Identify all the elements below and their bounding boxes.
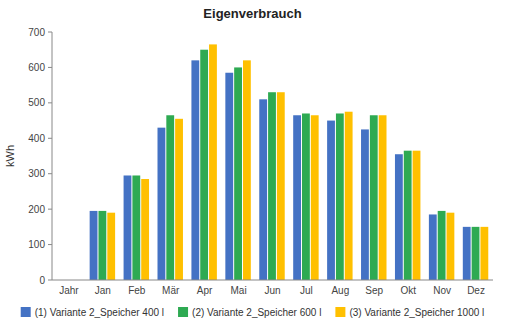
bar	[132, 175, 140, 280]
y-tick-label: 300	[28, 168, 45, 179]
bar	[98, 211, 106, 280]
y-tick	[48, 67, 52, 68]
bar	[413, 151, 421, 280]
bar	[361, 129, 369, 280]
bar	[209, 44, 217, 280]
bar	[404, 151, 412, 280]
x-tick-label: Nov	[433, 285, 451, 296]
y-tick-label: 200	[28, 204, 45, 215]
bar	[234, 67, 242, 280]
y-tick	[48, 244, 52, 245]
legend-label: (2) Variante 2_Speicher 600 l	[192, 307, 321, 318]
series	[90, 60, 471, 280]
page: {"chart_data": { "type": "bar", "title":…	[0, 0, 505, 329]
bar	[327, 121, 335, 280]
bar	[438, 211, 446, 280]
bar	[124, 175, 132, 280]
y-axis: 0 100 200 300 400 500 600 700	[28, 27, 52, 286]
bar	[302, 113, 310, 280]
legend-item: (3) Variante 2_Speicher 1000 l	[335, 307, 484, 318]
x-tick-label: Jahr	[59, 285, 79, 296]
bar	[225, 73, 233, 280]
y-tick	[48, 173, 52, 174]
legend-label: (3) Variante 2_Speicher 1000 l	[349, 307, 484, 318]
bar	[268, 92, 276, 280]
bar	[370, 115, 378, 280]
bar	[90, 211, 98, 280]
x-tick-label: Okt	[400, 285, 416, 296]
bar	[158, 128, 166, 280]
x-tick-label: Feb	[128, 285, 146, 296]
bar	[447, 213, 455, 280]
bar	[345, 112, 353, 280]
legend: (1) Variante 2_Speicher 400 l (2) Variant…	[21, 307, 485, 318]
bar	[395, 154, 403, 280]
legend-item: (2) Variante 2_Speicher 600 l	[178, 307, 321, 318]
bar	[107, 213, 115, 280]
y-tick-label: 500	[28, 97, 45, 108]
x-tick-label: Jan	[95, 285, 111, 296]
x-tick-label: Jun	[264, 285, 280, 296]
chart-title: Eigenverbrauch	[203, 6, 301, 21]
y-tick-label: 100	[28, 239, 45, 250]
bar	[311, 115, 319, 280]
bars	[90, 44, 489, 280]
bar	[379, 115, 387, 280]
y-tick-label: 700	[28, 27, 45, 38]
x-tick-label: Dez	[467, 285, 485, 296]
chart: Eigenverbrauch (1) Variante 2_Speicher 40…	[0, 0, 505, 329]
bar	[480, 227, 488, 280]
bar	[259, 99, 267, 280]
x-tick-label: Mär	[162, 285, 180, 296]
bar	[472, 227, 480, 280]
y-tick-label: 600	[28, 62, 45, 73]
bar	[277, 92, 285, 280]
legend-item: (1) Variante 2_Speicher 400 l	[21, 307, 164, 318]
y-axis-line	[52, 32, 53, 280]
bar	[200, 50, 208, 280]
y-tick	[48, 280, 52, 281]
series	[107, 44, 488, 280]
bar	[175, 119, 183, 280]
x-tick-label: Jul	[300, 285, 313, 296]
legend-swatch	[335, 307, 345, 317]
bar	[166, 115, 174, 280]
x-tick-label: Aug	[331, 285, 349, 296]
bar	[463, 227, 471, 280]
x-tick-label: Sep	[365, 285, 383, 296]
bar	[429, 214, 437, 280]
x-axis: Jahr Jan Feb Mär Apr Mai Jun Jul Aug Sep Okt Nov Dez	[52, 280, 493, 296]
y-tick-label: 400	[28, 133, 45, 144]
legend-label: (1) Variante 2_Speicher 400 l	[35, 307, 164, 318]
series	[98, 50, 479, 280]
y-tick-label: 0	[39, 275, 45, 286]
legend-swatch	[21, 307, 31, 317]
y-tick	[48, 32, 52, 33]
x-axis-line	[52, 280, 493, 281]
y-tick	[48, 209, 52, 210]
legend-swatch	[178, 307, 188, 317]
bar	[191, 60, 199, 280]
bar	[293, 115, 301, 280]
x-tick-label: Mai	[231, 285, 247, 296]
bar	[243, 60, 251, 280]
bar	[141, 179, 149, 280]
bar	[336, 113, 344, 280]
y-tick	[48, 138, 52, 139]
x-tick-label: Apr	[197, 285, 213, 296]
y-axis-label: kWh	[4, 145, 16, 167]
y-tick	[48, 102, 52, 103]
